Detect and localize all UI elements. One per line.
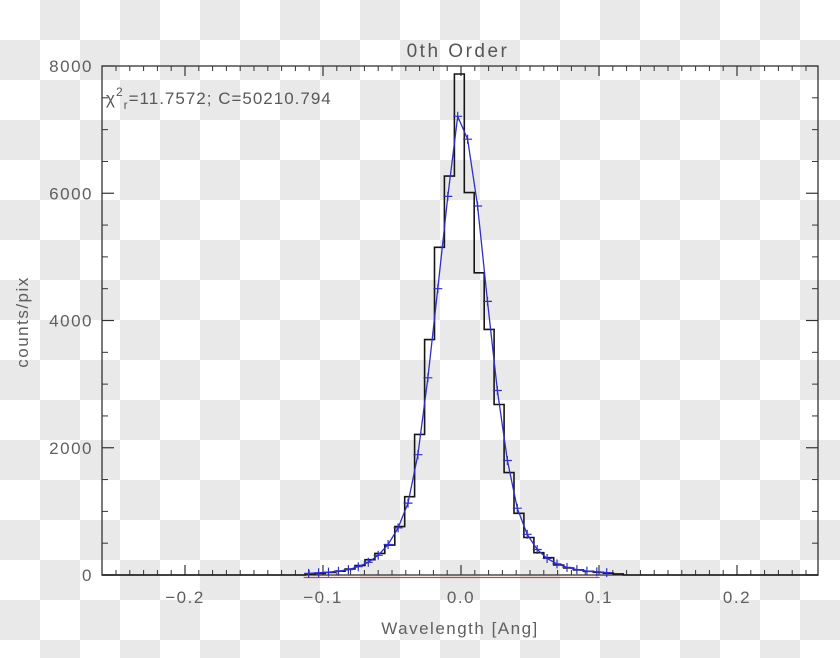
x-tick-label: 0.2 bbox=[723, 588, 751, 607]
chi-symbol: χ bbox=[106, 89, 116, 108]
series-group bbox=[102, 73, 818, 579]
fit-plus-markers bbox=[304, 111, 612, 578]
fit-annotation: χ2r=11.7572; C=50210.794 bbox=[106, 85, 332, 112]
y-tick-label: 2000 bbox=[49, 439, 93, 458]
x-tick-label: −0.2 bbox=[165, 588, 205, 607]
x-tick-label: 0.1 bbox=[585, 588, 613, 607]
y-tick-label: 6000 bbox=[49, 184, 93, 203]
histogram-path bbox=[102, 73, 818, 576]
tick-label-group: −0.2 −0.1 0.0 0.1 0.2 0 2000 4000 6000 8000 bbox=[49, 57, 751, 607]
fit-curve-path bbox=[308, 113, 607, 575]
plot-box-group bbox=[101, 65, 819, 576]
x-tick-label: 0.0 bbox=[447, 588, 475, 607]
plot-title: 0th Order bbox=[407, 41, 510, 62]
y-tick-label: 8000 bbox=[49, 57, 93, 76]
tick-group bbox=[102, 65, 818, 576]
y-tick-label: 0 bbox=[82, 566, 93, 585]
plot-box bbox=[101, 65, 819, 576]
annotation-values: =11.7572; C=50210.794 bbox=[129, 89, 332, 108]
y-tick-label: 4000 bbox=[49, 312, 93, 331]
x-tick-label: −0.1 bbox=[303, 588, 343, 607]
chi-subscript: r bbox=[124, 98, 129, 112]
chi-superscript: 2 bbox=[116, 85, 124, 99]
y-axis-label: counts/pix bbox=[13, 276, 32, 368]
x-axis-label: Wavelength [Ang] bbox=[381, 619, 539, 638]
